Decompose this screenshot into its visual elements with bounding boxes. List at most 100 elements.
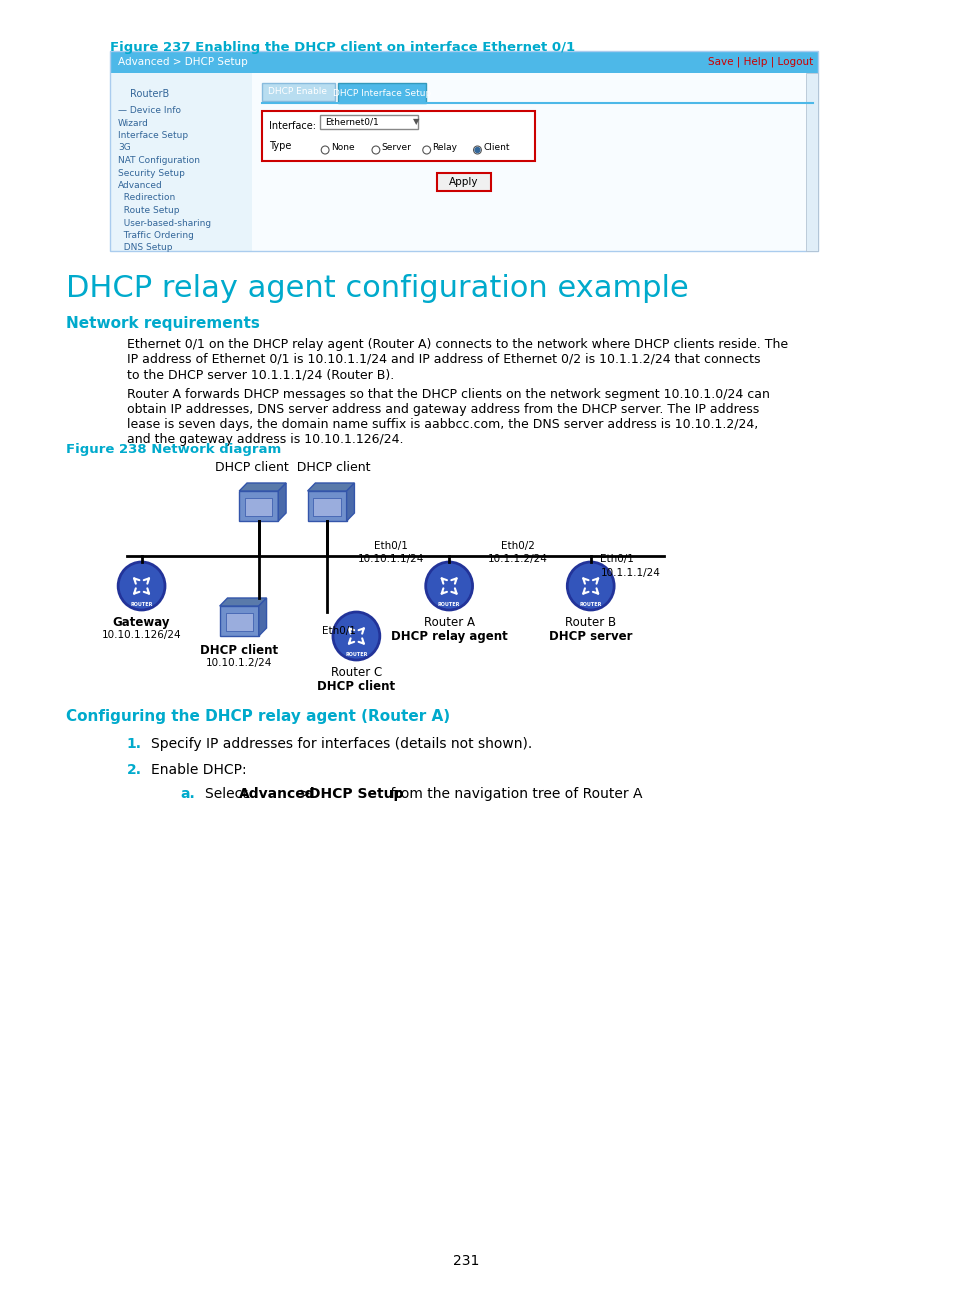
Text: RouterB: RouterB xyxy=(130,89,169,98)
Text: 10.1.1.2/24: 10.1.1.2/24 xyxy=(487,553,547,564)
Polygon shape xyxy=(307,483,355,491)
Text: Configuring the DHCP relay agent (Router A): Configuring the DHCP relay agent (Router… xyxy=(67,709,450,724)
Text: DHCP relay agent: DHCP relay agent xyxy=(391,630,507,643)
Text: — Device Info: — Device Info xyxy=(118,106,181,115)
Text: Route Setup: Route Setup xyxy=(118,206,179,215)
Text: 231: 231 xyxy=(452,1255,478,1267)
Text: Client: Client xyxy=(483,143,509,152)
FancyBboxPatch shape xyxy=(314,498,340,516)
Text: Traffic Ordering: Traffic Ordering xyxy=(118,231,193,240)
Circle shape xyxy=(475,148,479,153)
FancyBboxPatch shape xyxy=(245,498,273,516)
Text: Select: Select xyxy=(205,787,252,801)
FancyBboxPatch shape xyxy=(804,73,818,251)
Text: Network requirements: Network requirements xyxy=(67,316,260,330)
FancyBboxPatch shape xyxy=(111,51,818,73)
FancyBboxPatch shape xyxy=(225,613,253,631)
Polygon shape xyxy=(239,483,286,491)
Circle shape xyxy=(473,146,481,154)
Text: ROUTER: ROUTER xyxy=(131,601,152,607)
Text: 10.10.1.1/24: 10.10.1.1/24 xyxy=(357,553,423,564)
Text: 3G: 3G xyxy=(118,144,131,153)
Circle shape xyxy=(372,146,379,154)
Text: Eth0/1: Eth0/1 xyxy=(322,626,355,636)
Text: a.: a. xyxy=(180,787,195,801)
FancyBboxPatch shape xyxy=(111,73,252,251)
Text: ROUTER: ROUTER xyxy=(437,601,460,607)
Text: DHCP client  DHCP client: DHCP client DHCP client xyxy=(215,461,371,474)
Text: DHCP client: DHCP client xyxy=(200,644,278,657)
Text: 2.: 2. xyxy=(127,763,142,778)
Text: Relay: Relay xyxy=(432,143,457,152)
Text: 10.1.1.1/24: 10.1.1.1/24 xyxy=(599,568,659,578)
Text: Type: Type xyxy=(269,141,292,152)
Text: User-based-sharing: User-based-sharing xyxy=(118,219,211,228)
Text: DHCP Setup: DHCP Setup xyxy=(308,787,402,801)
Text: Advanced: Advanced xyxy=(239,787,315,801)
Text: to the DHCP server 10.1.1.1/24 (Router B).: to the DHCP server 10.1.1.1/24 (Router B… xyxy=(127,368,394,381)
Text: Router B: Router B xyxy=(564,616,616,629)
Text: obtain IP addresses, DNS server address and gateway address from the DHCP server: obtain IP addresses, DNS server address … xyxy=(127,403,759,416)
Text: 10.10.1.2/24: 10.10.1.2/24 xyxy=(206,658,273,667)
Text: 1.: 1. xyxy=(127,737,142,750)
FancyBboxPatch shape xyxy=(219,607,258,636)
Text: Apply: Apply xyxy=(449,178,478,187)
Text: >: > xyxy=(294,787,314,801)
Text: Router A: Router A xyxy=(423,616,475,629)
Text: None: None xyxy=(331,143,355,152)
Circle shape xyxy=(118,562,165,610)
Text: Figure 237 Enabling the DHCP client on interface Ethernet 0/1: Figure 237 Enabling the DHCP client on i… xyxy=(111,41,575,54)
Text: DHCP relay agent configuration example: DHCP relay agent configuration example xyxy=(67,273,688,303)
Text: Advanced > DHCP Setup: Advanced > DHCP Setup xyxy=(118,57,248,67)
Text: from the navigation tree of Router A: from the navigation tree of Router A xyxy=(385,787,641,801)
Circle shape xyxy=(567,562,614,610)
FancyBboxPatch shape xyxy=(261,111,535,161)
Circle shape xyxy=(333,612,379,660)
Polygon shape xyxy=(346,483,355,521)
Text: DHCP Enable: DHCP Enable xyxy=(268,88,327,96)
Text: Server: Server xyxy=(381,143,411,152)
Text: Security Setup: Security Setup xyxy=(118,168,185,178)
Polygon shape xyxy=(258,597,266,636)
Text: ROUTER: ROUTER xyxy=(345,652,367,657)
Text: DHCP Interface Setup: DHCP Interface Setup xyxy=(333,88,431,97)
Polygon shape xyxy=(219,597,266,607)
Text: Ethernet0/1: Ethernet0/1 xyxy=(325,118,378,127)
Text: Interface:: Interface: xyxy=(269,121,316,131)
Text: Eth0/2: Eth0/2 xyxy=(500,540,534,551)
Text: IP address of Ethernet 0/1 is 10.10.1.1/24 and IP address of Ethernet 0/2 is 10.: IP address of Ethernet 0/1 is 10.10.1.1/… xyxy=(127,353,760,365)
FancyBboxPatch shape xyxy=(252,73,818,251)
Text: Save | Help | Logout: Save | Help | Logout xyxy=(707,57,813,67)
Polygon shape xyxy=(278,483,286,521)
Text: Advanced: Advanced xyxy=(118,181,163,191)
Circle shape xyxy=(321,146,329,154)
FancyBboxPatch shape xyxy=(261,83,335,101)
Text: Interface Setup: Interface Setup xyxy=(118,131,188,140)
Text: DHCP server: DHCP server xyxy=(548,630,632,643)
Text: Enable DHCP:: Enable DHCP: xyxy=(152,763,247,778)
Text: Figure 238 Network diagram: Figure 238 Network diagram xyxy=(67,443,281,456)
Text: Redirection: Redirection xyxy=(118,193,175,202)
Text: DNS Setup: DNS Setup xyxy=(118,244,172,253)
Text: NAT Configuration: NAT Configuration xyxy=(118,156,200,165)
FancyBboxPatch shape xyxy=(320,115,417,130)
FancyBboxPatch shape xyxy=(437,172,491,191)
FancyBboxPatch shape xyxy=(307,491,346,521)
Text: Ethernet 0/1 on the DHCP relay agent (Router A) connects to the network where DH: Ethernet 0/1 on the DHCP relay agent (Ro… xyxy=(127,338,787,351)
Text: and the gateway address is 10.10.1.126/24.: and the gateway address is 10.10.1.126/2… xyxy=(127,433,403,446)
Text: 10.10.1.126/24: 10.10.1.126/24 xyxy=(102,630,181,640)
Text: Eth0/1: Eth0/1 xyxy=(599,553,634,564)
Text: ROUTER: ROUTER xyxy=(578,601,601,607)
Text: lease is seven days, the domain name suffix is aabbcc.com, the DNS server addres: lease is seven days, the domain name suf… xyxy=(127,419,758,432)
Text: Specify IP addresses for interfaces (details not shown).: Specify IP addresses for interfaces (det… xyxy=(152,737,532,750)
Circle shape xyxy=(422,146,430,154)
Text: Wizard: Wizard xyxy=(118,118,149,127)
Text: Router A forwards DHCP messages so that the DHCP clients on the network segment : Router A forwards DHCP messages so that … xyxy=(127,388,769,400)
Text: Router C: Router C xyxy=(331,666,381,679)
Circle shape xyxy=(425,562,472,610)
FancyBboxPatch shape xyxy=(337,83,425,102)
Text: Eth0/1: Eth0/1 xyxy=(374,540,407,551)
Text: ▼: ▼ xyxy=(413,118,419,127)
Text: DHCP client: DHCP client xyxy=(317,680,395,693)
Text: Gateway: Gateway xyxy=(112,616,171,629)
